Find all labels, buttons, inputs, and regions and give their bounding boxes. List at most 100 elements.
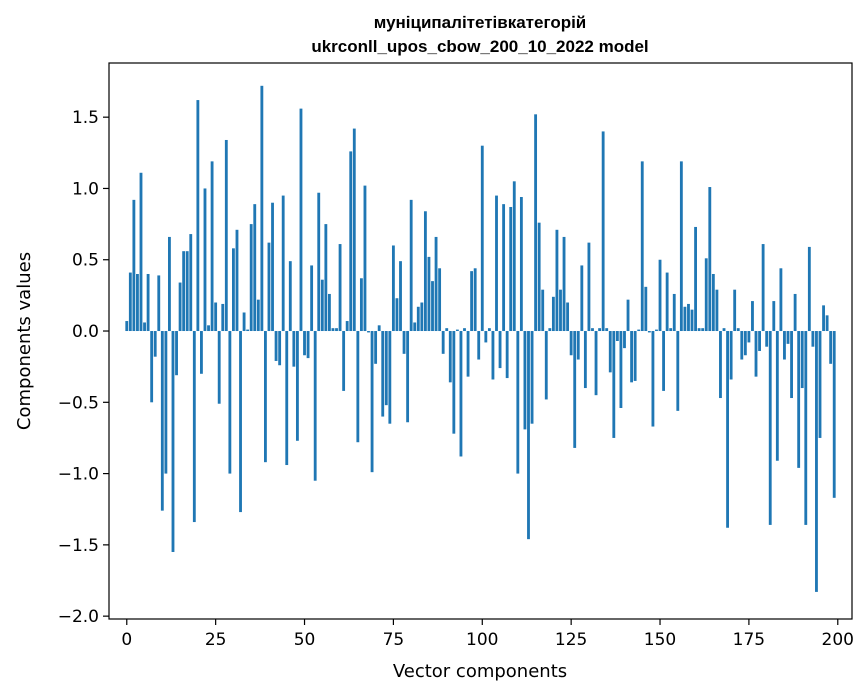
bar xyxy=(569,331,573,356)
y-axis-ticks: −2.0 −1.5 −1.0 −0.5 0.0 0.5 1.0 1.5 xyxy=(58,108,109,627)
bar xyxy=(246,329,250,332)
bar xyxy=(345,321,349,332)
bar xyxy=(182,251,186,332)
bar xyxy=(171,331,175,552)
bar xyxy=(651,331,655,427)
bar xyxy=(423,211,427,332)
bar xyxy=(815,331,818,592)
x-tick-label: 100 xyxy=(466,630,498,650)
bar xyxy=(374,331,378,364)
bar xyxy=(626,299,630,332)
bar xyxy=(210,161,214,332)
bar xyxy=(640,161,644,332)
bar xyxy=(608,331,612,373)
bar xyxy=(655,329,658,332)
bar xyxy=(164,331,168,474)
bar xyxy=(598,328,602,332)
bar xyxy=(139,172,143,332)
bar xyxy=(743,331,747,356)
y-tick-label: −1.0 xyxy=(58,465,99,485)
x-tick-label: 50 xyxy=(294,630,316,650)
bar xyxy=(224,139,228,332)
bar xyxy=(811,331,815,347)
bar xyxy=(747,331,751,343)
bar xyxy=(288,261,292,332)
bar xyxy=(768,331,772,525)
plot-frame xyxy=(108,62,853,620)
bar xyxy=(679,161,683,332)
bar xyxy=(295,331,299,441)
bar xyxy=(349,151,353,332)
bar xyxy=(228,331,232,474)
bar xyxy=(150,331,154,403)
bar xyxy=(715,289,719,332)
bar xyxy=(310,265,314,332)
y-tick-label: 1.5 xyxy=(72,108,99,128)
x-tick-label: 200 xyxy=(822,630,854,650)
bar xyxy=(758,331,761,351)
bar xyxy=(143,322,146,332)
bar xyxy=(775,331,779,461)
bar xyxy=(473,268,477,332)
bar xyxy=(708,187,712,332)
x-tick-label: 25 xyxy=(205,630,227,650)
bar xyxy=(285,331,289,466)
bar xyxy=(800,331,804,389)
bar xyxy=(207,325,210,332)
bar xyxy=(470,271,474,332)
bar xyxy=(822,305,825,332)
bar xyxy=(573,331,577,448)
bar xyxy=(687,303,690,332)
bar xyxy=(363,185,367,332)
bar xyxy=(203,188,207,332)
bar xyxy=(438,268,442,332)
bar xyxy=(132,199,136,332)
bar xyxy=(509,206,513,332)
bar xyxy=(751,301,754,332)
bar xyxy=(658,259,662,332)
y-tick-label: −1.5 xyxy=(58,536,99,556)
bar xyxy=(832,331,836,498)
bar xyxy=(754,331,758,377)
bar xyxy=(697,328,701,332)
bar xyxy=(381,331,385,417)
bar xyxy=(427,256,431,332)
bar xyxy=(523,331,527,430)
bar xyxy=(722,328,726,332)
bar xyxy=(495,195,498,332)
bar xyxy=(807,246,811,332)
bar xyxy=(662,331,665,391)
bar xyxy=(395,298,399,332)
bar xyxy=(765,331,769,347)
x-axis-ticks: 0 25 50 75 100 125 150 175 200 xyxy=(121,619,854,650)
bar xyxy=(157,275,161,332)
bar xyxy=(352,128,356,332)
bar xyxy=(719,331,722,399)
bar xyxy=(153,331,157,357)
bar xyxy=(317,192,321,332)
bar xyxy=(214,302,218,332)
bar xyxy=(793,293,797,332)
bar xyxy=(566,302,570,332)
x-tick-label: 125 xyxy=(555,630,587,650)
bar xyxy=(615,331,619,341)
bar xyxy=(729,331,733,380)
bar xyxy=(253,204,257,332)
bar xyxy=(239,331,242,513)
bar xyxy=(623,331,626,349)
bar xyxy=(786,331,790,344)
bar xyxy=(665,272,669,332)
bar xyxy=(733,289,737,332)
y-tick-label: 0.5 xyxy=(72,251,99,271)
bar xyxy=(761,244,765,332)
bar xyxy=(580,265,584,332)
bar xyxy=(466,331,470,377)
bar xyxy=(701,328,705,332)
bar xyxy=(711,273,715,332)
bar xyxy=(281,195,285,332)
bar xyxy=(455,329,459,332)
bar xyxy=(200,331,203,374)
bar xyxy=(790,331,793,399)
bar xyxy=(491,331,495,380)
